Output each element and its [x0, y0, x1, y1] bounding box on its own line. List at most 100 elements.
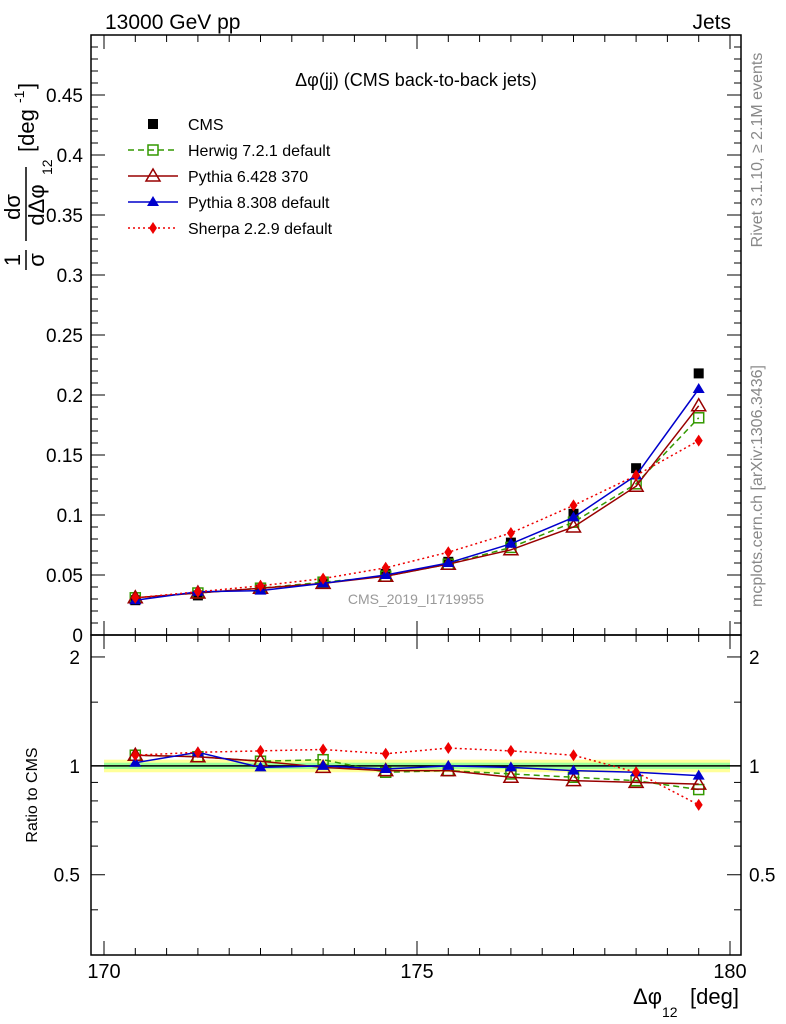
- y-tick-label: 0: [72, 626, 83, 647]
- svg-text:1: 1: [0, 254, 25, 266]
- y-tick-label: 0.5: [54, 866, 80, 887]
- legend-item-pythia-8-308-default: Pythia 8.308 default: [128, 195, 330, 212]
- x-tick-label: 175: [400, 961, 433, 983]
- ratio-line: [135, 751, 699, 777]
- series-line: [135, 388, 700, 601]
- ratio-line: [135, 747, 700, 806]
- svg-text:]: ]: [14, 83, 39, 89]
- data-point: [193, 585, 202, 598]
- svg-text:σ: σ: [24, 253, 49, 267]
- ratio-point: [504, 761, 517, 772]
- legend-marker: [149, 222, 157, 234]
- legend-marker: [147, 144, 159, 156]
- y-tick-label: 0.2: [57, 386, 83, 407]
- svg-text:dσ: dσ: [0, 194, 25, 220]
- ratio-point: [502, 768, 520, 784]
- ratio-point: [381, 747, 390, 760]
- ratio-line: [135, 754, 699, 785]
- ratio-point: [317, 759, 330, 770]
- legend-marker: [144, 167, 162, 182]
- x-tick-label: 180: [713, 961, 746, 983]
- legend-item-cms: CMS: [148, 117, 224, 134]
- series-pythia-8-308-default: [129, 383, 705, 605]
- y-tick-label: 0.1: [57, 506, 83, 527]
- rivet-version-label: Rivet 3.1.10, ≥ 2.1M events: [749, 53, 766, 248]
- data-point: [632, 469, 641, 482]
- legend-marker: [148, 119, 158, 129]
- mcplots-source-label: mcplots.cern.ch [arXiv:1306.3436]: [749, 365, 766, 607]
- y-tick-label: 0.35: [46, 206, 83, 227]
- main-chart-title: Δφ(jj) (CMS back-to-back jets): [295, 70, 537, 90]
- y-tick-label: 2: [69, 648, 80, 669]
- ratio-point: [131, 749, 140, 762]
- y-tick-label: 0.4: [57, 146, 84, 167]
- y-tick-label-right: 1: [749, 757, 760, 778]
- data-point: [502, 541, 520, 556]
- svg-text:12: 12: [39, 159, 55, 175]
- ratio-point: [694, 798, 703, 811]
- data-point: [627, 477, 645, 492]
- data-point: [442, 557, 455, 567]
- ratio-point: [506, 744, 515, 757]
- ratio-point: [632, 766, 641, 779]
- data-point: [692, 383, 705, 393]
- data-point: [567, 511, 580, 522]
- y-tick-label: 0.3: [57, 266, 83, 287]
- series-pythia-6-428-370: [126, 397, 708, 604]
- ratio-point: [254, 761, 267, 772]
- main-series-group: [126, 368, 708, 606]
- data-point: [381, 561, 390, 574]
- data-point: [693, 368, 704, 379]
- data-point: [565, 518, 582, 533]
- data-point: [444, 546, 453, 559]
- svg-text:dΔφ: dΔφ: [24, 184, 49, 225]
- svg-text:[deg]: [deg]: [690, 984, 739, 1009]
- ratio-point: [193, 746, 202, 759]
- legend-item-sherpa-2-2-9-default: Sherpa 2.2.9 default: [128, 221, 333, 238]
- ratio-point: [442, 759, 455, 770]
- y-tick-label: 0.25: [46, 326, 83, 347]
- legend-item-herwig-7-2-1-default: Herwig 7.2.1 default: [128, 143, 331, 160]
- ratio-x-axis: 170 175 180: [87, 635, 747, 983]
- y-tick-label: 1: [69, 757, 80, 778]
- legend-marker: [147, 196, 159, 206]
- legend-label: Pythia 8.308 default: [188, 195, 330, 212]
- ratio-point: [567, 764, 580, 775]
- ratio-series-sherpa-2-2-9-default: [131, 742, 703, 811]
- data-point: [256, 579, 265, 592]
- y-tick-label: 0.45: [46, 86, 83, 107]
- series-line: [135, 439, 700, 599]
- y-tick-label: 0.05: [46, 566, 83, 587]
- data-point: [631, 463, 642, 474]
- ratio-point: [569, 749, 578, 762]
- ratio-point: [627, 773, 645, 789]
- ratio-point: [692, 769, 705, 780]
- header-energy-label: 13000 GeV pp: [105, 11, 240, 34]
- data-point: [379, 569, 392, 579]
- legend-item-pythia-6-428-370: Pythia 6.428 370: [128, 167, 308, 186]
- legend-label: CMS: [188, 117, 224, 134]
- legend-label: Herwig 7.2.1 default: [188, 143, 331, 160]
- data-point: [569, 499, 578, 512]
- data-point: [504, 537, 517, 548]
- data-point: [131, 591, 140, 604]
- y-tick-label-right: 0.5: [749, 866, 775, 887]
- legend-label: Sherpa 2.2.9 default: [188, 221, 333, 238]
- data-point: [690, 397, 708, 412]
- svg-text:[deg: [deg: [14, 109, 39, 152]
- svg-text:-1: -1: [11, 90, 27, 103]
- ratio-plot-frame: [90, 634, 742, 956]
- ratio-y-axis: 0.5 0.5 1 1 2 2: [54, 648, 775, 911]
- header-process-label: Jets: [692, 11, 731, 34]
- analysis-watermark: CMS_2019_I1719955: [348, 591, 484, 607]
- x-axis-label: Δφ 12 [deg]: [633, 984, 739, 1020]
- svg-text:12: 12: [662, 1004, 678, 1020]
- data-point: [694, 434, 703, 447]
- x-tick-label: 170: [87, 961, 120, 983]
- legend: CMS Herwig 7.2.1 default Pythia 6.428 370 P…: [128, 117, 333, 238]
- series-sherpa-2-2-9-default: [131, 434, 703, 604]
- ratio-series-group: [126, 742, 708, 811]
- main-panel: 0 0.05 0.1 0.15 0.2 0.25 0.3 0.35 0.4 0.45 Δφ(jj)…: [46, 34, 742, 647]
- ratio-point: [565, 772, 582, 787]
